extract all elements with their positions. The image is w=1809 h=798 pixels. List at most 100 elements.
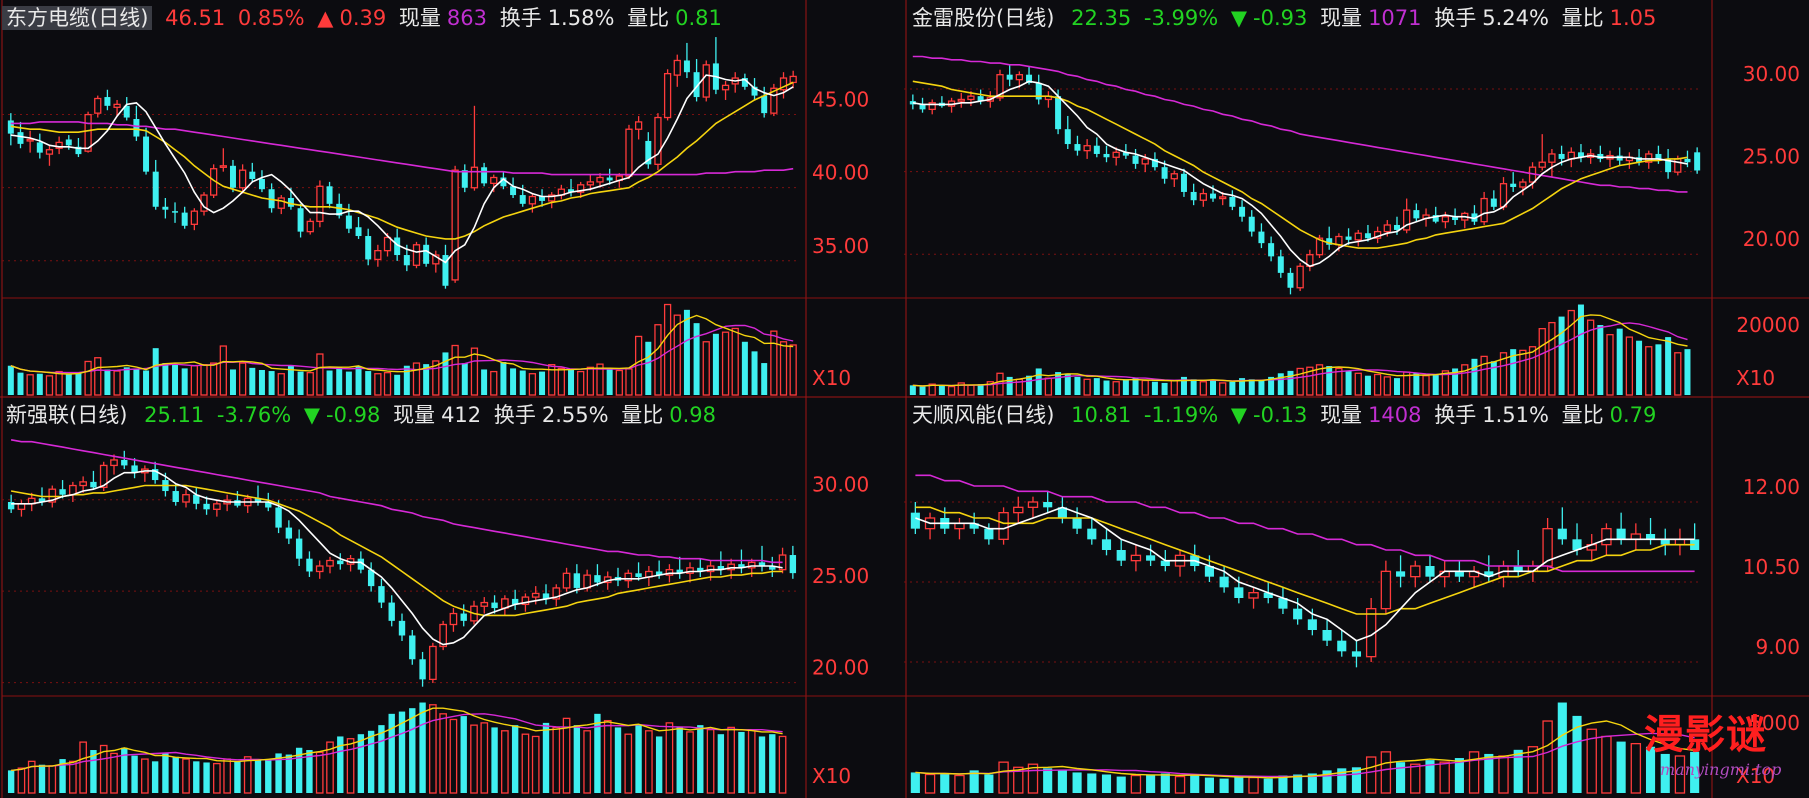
candle-body	[249, 171, 256, 179]
candle-body	[423, 244, 430, 264]
change-arrow-icon: ▼	[1230, 6, 1248, 30]
volume-bar	[1132, 378, 1139, 395]
stock-name[interactable]: 新强联(日线)	[6, 403, 128, 427]
candle-body	[919, 104, 926, 110]
volume-value: 1071	[1368, 6, 1422, 30]
candle-body	[460, 613, 467, 621]
candle-body	[1354, 232, 1362, 241]
volume-bar	[113, 370, 121, 396]
volume-bar	[345, 371, 352, 395]
candle-body	[727, 563, 735, 571]
candle-body	[398, 620, 406, 636]
volume-bar	[1519, 349, 1527, 396]
ma20-line	[10, 439, 783, 564]
volume-bar	[388, 713, 395, 793]
volume-bar	[287, 365, 294, 395]
volume-bar	[594, 713, 601, 793]
candle-body	[1229, 196, 1236, 207]
candle-body	[1210, 193, 1217, 199]
volume-ma5-line	[10, 314, 794, 375]
volume-bar	[1072, 772, 1082, 793]
candle-body	[977, 96, 984, 102]
volume-bar	[449, 718, 458, 794]
volume-bar	[1345, 370, 1352, 395]
volume-bar	[1351, 767, 1362, 793]
candle-body	[1645, 534, 1656, 540]
volume-bar	[1454, 758, 1464, 793]
volume-bar	[306, 750, 313, 793]
candle-body	[36, 142, 43, 153]
candle-body	[655, 571, 663, 576]
candle-body	[758, 562, 766, 566]
volume-bar	[234, 761, 241, 793]
volume-bar	[491, 727, 498, 793]
volume-bar	[59, 759, 66, 793]
volume-bar	[596, 363, 604, 396]
volume-bar	[1057, 770, 1067, 793]
volume-bar	[200, 364, 208, 396]
stock-name[interactable]: 天顺风能(日线)	[912, 403, 1055, 427]
price-tick-label: 40.00	[812, 161, 869, 185]
candle-body	[1263, 592, 1273, 598]
candle-body	[1636, 157, 1643, 163]
volume-bar	[521, 733, 530, 794]
candle-body	[337, 560, 344, 565]
volume-bar	[1074, 376, 1081, 395]
volume-bar	[337, 736, 344, 793]
candle-body	[1083, 145, 1091, 152]
last-price: 46.51	[165, 6, 226, 30]
turnover-value: 1.51%	[1482, 403, 1549, 427]
candle-body	[75, 146, 82, 155]
volume-bar	[17, 372, 24, 395]
volume-bar	[573, 725, 581, 793]
volume-bar	[1277, 373, 1284, 395]
volume-bar	[1160, 773, 1170, 793]
volume-ratio-value: 0.79	[1609, 403, 1657, 427]
volume-bar	[412, 362, 421, 396]
candle-body	[1027, 501, 1039, 508]
volume-bar	[1498, 755, 1509, 794]
ma5-line	[915, 506, 1695, 642]
candle-body	[606, 177, 613, 181]
stock-name[interactable]: 东方电缆(日线)	[2, 6, 153, 30]
stock-name[interactable]: 金雷股份(日线)	[912, 6, 1055, 30]
candle-body	[1055, 96, 1062, 130]
volume-bar	[1393, 378, 1400, 395]
candle-body	[491, 602, 498, 609]
volume-bar	[1293, 774, 1303, 793]
candle-body	[1577, 152, 1584, 158]
volume-ma10-line	[11, 713, 783, 772]
candle-body	[663, 72, 672, 119]
volume-value: 1408	[1368, 403, 1422, 427]
candle-body	[1413, 210, 1420, 219]
volume-ratio-label: 量比	[1561, 403, 1604, 427]
candle-body	[573, 573, 581, 588]
candle-body	[388, 602, 395, 621]
volume-label: 现量	[1320, 6, 1363, 30]
volume-bar	[957, 382, 965, 396]
volume-bar	[758, 736, 766, 793]
volume-bar	[346, 738, 355, 794]
volume-bar	[1380, 751, 1392, 794]
volume-bar	[1413, 373, 1420, 395]
price-tick-label: 45.00	[812, 88, 869, 112]
candle-body	[113, 103, 121, 108]
volume-bar	[1461, 364, 1469, 396]
candle-body	[449, 612, 458, 626]
volume-bar	[1548, 321, 1556, 396]
candle-body	[1277, 256, 1284, 273]
volume-bar	[1006, 376, 1013, 395]
volume-bar	[557, 367, 566, 396]
volume-bar	[152, 348, 159, 395]
volume-bar	[1258, 380, 1265, 395]
watermark-logo: 漫影谜	[1644, 711, 1767, 758]
volume-bar	[747, 729, 756, 794]
candle-body	[94, 97, 102, 114]
volume-bar	[741, 341, 748, 395]
candle-body	[490, 176, 498, 185]
candle-body	[1190, 191, 1197, 201]
candle-body	[528, 195, 537, 205]
candle-body	[17, 132, 24, 144]
candle-body	[683, 60, 690, 73]
candle-body	[738, 564, 745, 568]
